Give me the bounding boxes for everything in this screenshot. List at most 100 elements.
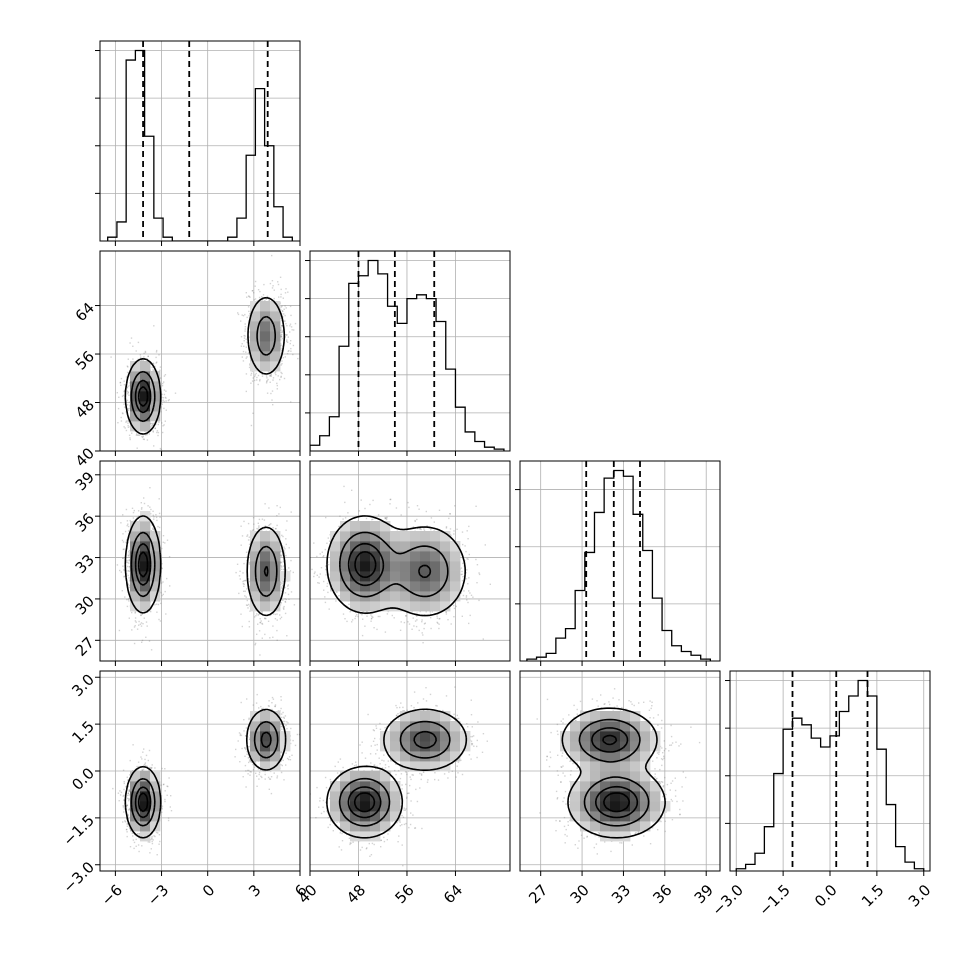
scatter-point <box>281 584 284 587</box>
scatter-point <box>235 571 237 574</box>
scatter-point <box>264 503 266 505</box>
scatter-point <box>162 397 165 399</box>
scatter-point <box>152 431 154 433</box>
scatter-point <box>327 591 329 594</box>
scatter-point <box>131 507 134 509</box>
scatter-point <box>269 282 272 285</box>
scatter-point <box>263 528 265 530</box>
scatter-point <box>244 323 246 325</box>
density-cell <box>250 321 261 332</box>
scatter-point <box>335 600 337 602</box>
scatter-point <box>253 523 255 525</box>
density-cell <box>140 421 151 432</box>
scatter-point <box>338 525 340 528</box>
scatter-point <box>281 325 284 327</box>
scatter-point <box>263 283 265 286</box>
scatter-point <box>247 607 249 609</box>
scatter-point <box>241 625 243 628</box>
scatter-point <box>144 434 147 436</box>
scatter-point <box>259 621 262 624</box>
scatter-point <box>161 396 163 399</box>
density-cell <box>140 601 151 612</box>
scatter-point <box>290 314 292 317</box>
scatter-point <box>261 518 264 520</box>
scatter-point <box>236 563 239 565</box>
panel-1-1 <box>305 250 511 456</box>
scatter-point <box>272 613 275 615</box>
scatter-point <box>119 381 122 384</box>
scatter-point <box>146 433 148 435</box>
scatter-point <box>137 341 140 344</box>
scatter-point <box>140 502 142 504</box>
scatter-point <box>283 568 285 571</box>
scatter-point <box>290 401 292 403</box>
scatter-point <box>243 583 245 585</box>
scatter-point <box>456 528 458 530</box>
y-tick-label: 33 <box>72 551 98 577</box>
scatter-point <box>158 354 160 356</box>
scatter-point <box>120 416 122 419</box>
scatter-point <box>163 375 166 377</box>
scatter-point <box>148 433 150 435</box>
scatter-point <box>127 426 130 428</box>
scatter-point <box>151 424 153 427</box>
scatter-point <box>283 308 285 310</box>
y-tick-label: 64 <box>72 299 98 325</box>
scatter-point <box>168 399 170 401</box>
contour-level-1 <box>130 315 276 423</box>
scatter-point <box>249 364 251 366</box>
scatter-point <box>244 330 246 332</box>
scatter-point <box>137 434 140 436</box>
density-cell <box>130 361 141 372</box>
density-cell <box>140 371 151 382</box>
scatter-point <box>136 434 139 436</box>
scatter-point <box>128 570 130 572</box>
scatter-point <box>260 620 262 622</box>
scatter-point <box>244 326 247 328</box>
scatter-point <box>250 374 252 376</box>
scatter-point <box>161 422 163 424</box>
scatter-point <box>255 372 257 375</box>
scatter-point <box>163 389 166 391</box>
scatter-point <box>164 374 167 376</box>
density-cell <box>260 301 271 312</box>
scatter-point <box>128 550 130 553</box>
density-cell <box>260 331 271 342</box>
scatter-point <box>147 355 149 357</box>
scatter-point <box>157 431 160 434</box>
scatter-point <box>153 445 155 447</box>
scatter-point <box>248 336 250 339</box>
scatter-point <box>137 510 140 512</box>
scatter-point <box>282 599 284 601</box>
scatter-point <box>138 519 141 521</box>
scatter-point <box>130 337 133 339</box>
scatter-point <box>281 333 283 336</box>
scatter-point <box>243 562 245 565</box>
scatter-point <box>126 598 128 601</box>
scatter-point <box>128 586 131 589</box>
panel-2-1 <box>309 460 511 666</box>
density-cell <box>130 601 141 612</box>
scatter-point <box>269 375 271 377</box>
scatter-point <box>140 622 143 624</box>
scatter-point <box>119 382 122 384</box>
scatter-point <box>276 629 278 632</box>
scatter-point <box>285 543 287 546</box>
scatter-point <box>126 365 129 367</box>
scatter-point <box>286 334 288 336</box>
scatter-point <box>150 508 152 511</box>
scatter-point <box>265 375 268 377</box>
scatter-point <box>155 603 158 605</box>
scatter-point <box>261 373 264 375</box>
scatter-point <box>282 310 284 312</box>
scatter-point <box>245 373 248 375</box>
scatter-point <box>127 565 129 568</box>
scatter-point <box>126 399 129 402</box>
scatter-point <box>279 329 282 332</box>
scatter-point <box>132 511 135 514</box>
scatter-point <box>311 568 313 571</box>
scatter-point <box>164 420 166 422</box>
density-cell <box>150 401 161 412</box>
scatter-point <box>128 617 130 619</box>
